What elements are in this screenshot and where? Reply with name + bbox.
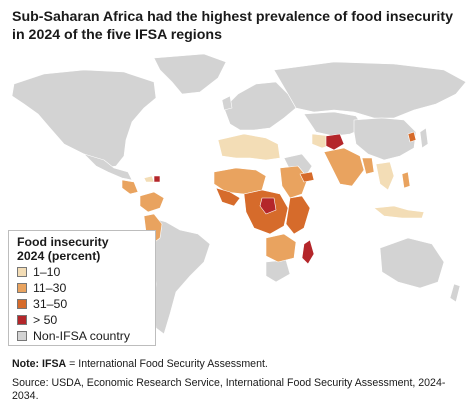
legend-item-1-10: 1–10 — [17, 264, 147, 279]
caribbean-1 — [143, 175, 155, 183]
legend-swatch — [17, 282, 27, 293]
australia — [379, 237, 445, 289]
north-africa — [217, 133, 281, 161]
myanmar — [361, 157, 375, 175]
west-africa-coast — [215, 187, 241, 207]
greenland — [153, 53, 227, 95]
philippines — [401, 171, 411, 189]
new-zealand — [449, 283, 461, 303]
europe — [223, 81, 297, 131]
north-america — [11, 69, 157, 169]
legend-title-line2: 2024 (percent) — [17, 249, 101, 263]
footnotes: Note: IFSA = International Food Security… — [12, 358, 464, 410]
legend-item-11-30: 11–30 — [17, 280, 147, 295]
legend-label: 11–30 — [33, 280, 67, 295]
legend-swatch — [17, 298, 27, 309]
chart-title: Sub-Saharan Africa had the highest preva… — [12, 9, 453, 43]
afghanistan — [325, 133, 345, 151]
legend-item-gt-50: > 50 — [17, 312, 147, 327]
map-legend: Food insecurity 2024 (percent) 1–10 11–3… — [8, 230, 156, 346]
south-africa — [265, 259, 291, 283]
legend-label: 1–10 — [33, 264, 61, 279]
world-map — [4, 48, 470, 348]
source: Source: USDA, Economic Research Service,… — [12, 377, 446, 403]
note-term: IFSA — [42, 358, 67, 370]
legend-swatch — [17, 314, 27, 325]
madagascar — [301, 239, 315, 265]
legend-title-line1: Food insecurity — [17, 235, 109, 249]
legend-swatch — [17, 330, 27, 341]
central-america — [121, 179, 139, 195]
china — [353, 117, 417, 161]
east-africa — [285, 195, 311, 235]
legend-label: Non-IFSA country — [33, 328, 131, 343]
legend-swatch — [17, 266, 27, 277]
legend-item-non-ifsa: Non-IFSA country — [17, 328, 147, 343]
world-map-svg — [11, 53, 467, 335]
north-korea — [407, 131, 417, 143]
drc-central — [259, 197, 277, 215]
yemen — [299, 171, 315, 183]
haiti — [153, 175, 161, 183]
legend-label: 31–50 — [33, 296, 68, 311]
note-prefix: Note: — [12, 358, 40, 370]
japan — [419, 127, 429, 149]
legend-label: > 50 — [33, 312, 58, 327]
note: Note: IFSA = International Food Security… — [12, 358, 464, 371]
southeast-asia — [375, 161, 395, 191]
south-asia — [323, 147, 365, 187]
indonesia — [373, 205, 425, 219]
colombia-venezuela — [139, 191, 165, 213]
legend-item-31-50: 31–50 — [17, 296, 147, 311]
uk — [221, 95, 233, 111]
southern-africa — [265, 233, 297, 263]
note-text: = International Food Security Assessment… — [66, 358, 268, 370]
mexico — [83, 153, 133, 181]
russia — [273, 61, 467, 119]
